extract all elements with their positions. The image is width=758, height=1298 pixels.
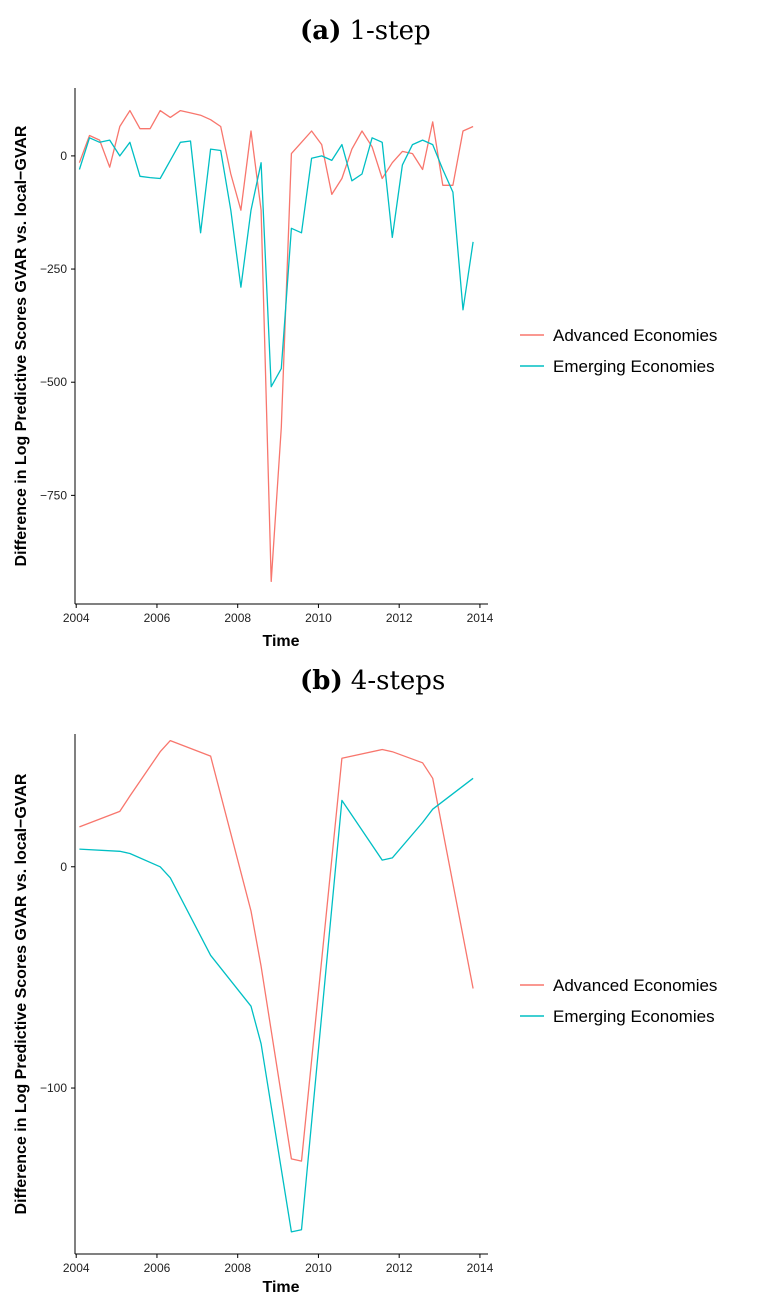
- chart-b-series-line-emerging: [79, 777, 474, 1233]
- panel-a-title: (a) 1-step: [300, 16, 600, 46]
- chart-a-xtick-label: 2012: [386, 611, 413, 625]
- chart-a-xlabel: Time: [262, 633, 299, 650]
- chart-a-xtick-label: 2004: [63, 611, 90, 625]
- panel-a-title-letter: (a): [300, 16, 342, 46]
- chart-a-xtick-label: 2008: [224, 611, 251, 625]
- chart-b-xtick-label: 2014: [467, 1261, 494, 1275]
- chart-a-ylabel: Difference in Log Predictive Scores GVAR…: [13, 125, 30, 566]
- chart-b-series-line-advanced: [79, 739, 474, 1162]
- chart-a-ytick-label: −500: [40, 375, 67, 389]
- legend-a-label-emerging: Emerging Economies: [553, 357, 715, 376]
- chart-b: 0 −100 2004 2006 2008 2010 2012 2014 Time Diff…: [13, 734, 717, 1294]
- chart-a-xtick-label: 2006: [144, 611, 171, 625]
- legend-b-label-advanced: Advanced Economies: [553, 976, 717, 995]
- chart-a-series-line-emerging: [78, 137, 474, 388]
- chart-a-ytick-label: −750: [40, 488, 67, 502]
- chart-a-xticks: 2004 2006 2008 2010 2012 2014: [63, 604, 494, 625]
- panel-b-title: (b) 4-steps: [300, 666, 600, 696]
- chart-a-ytick-label: −250: [40, 262, 67, 276]
- chart-b-ytick-label: 0: [60, 860, 67, 874]
- chart-b-ylabel: Difference in Log Predictive Scores GVAR…: [13, 773, 30, 1214]
- chart-a-ytick-label: 0: [60, 149, 67, 163]
- legend-b-label-emerging: Emerging Economies: [553, 1007, 715, 1026]
- panel-b-title-letter: (b): [300, 666, 343, 696]
- chart-b-axes: [74, 734, 488, 1255]
- chart-b-ytick-label: −100: [40, 1081, 67, 1095]
- panel-b-title-text: 4-steps: [350, 666, 446, 696]
- chart-a-yticks: 0 −250 −500 −750: [40, 149, 75, 502]
- chart-b-yticks: 0 −100: [40, 860, 75, 1095]
- chart-b-series: [79, 739, 474, 1233]
- chart-a-xtick-label: 2014: [467, 611, 494, 625]
- chart-b-xtick-label: 2008: [224, 1261, 251, 1275]
- chart-b-xlabel: Time: [262, 1279, 299, 1294]
- chart-b-xtick-label: 2010: [305, 1261, 332, 1275]
- chart-b-xticks: 2004 2006 2008 2010 2012 2014: [63, 1254, 494, 1275]
- chart-a-legend: Advanced Economies Emerging Economies: [520, 326, 717, 376]
- chart-b-xtick-label: 2006: [144, 1261, 171, 1275]
- chart-a-series: [78, 109, 474, 583]
- chart-a-series-line-advanced: [78, 109, 474, 583]
- chart-a-xtick-label: 2010: [305, 611, 332, 625]
- chart-a: 0 −250 −500 −750 2004 2006 2008 2010 2012 2014 T…: [13, 88, 717, 650]
- legend-a-label-advanced: Advanced Economies: [553, 326, 717, 345]
- panel-a-title-text: 1-step: [349, 16, 431, 46]
- chart-b-legend: Advanced Economies Emerging Economies: [520, 976, 717, 1026]
- chart-a-axes: [74, 88, 488, 605]
- chart-b-xtick-label: 2012: [386, 1261, 413, 1275]
- chart-b-xtick-label: 2004: [63, 1261, 90, 1275]
